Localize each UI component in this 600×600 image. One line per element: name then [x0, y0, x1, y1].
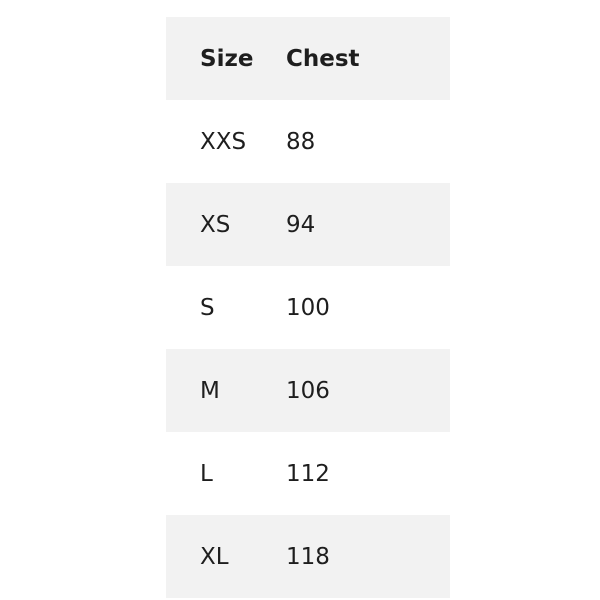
- header-chest: Chest: [286, 45, 360, 72]
- size-cell: L: [200, 460, 213, 487]
- size-cell: S: [200, 294, 215, 321]
- table-header-row: Size Chest: [166, 17, 450, 100]
- table-row: S 100: [166, 266, 450, 349]
- size-cell: XL: [200, 543, 229, 570]
- size-cell: M: [200, 377, 220, 404]
- size-cell: XXS: [200, 128, 247, 155]
- header-size: Size: [200, 45, 254, 72]
- chest-cell: 94: [286, 211, 316, 238]
- table-row: XL 118: [166, 515, 450, 598]
- table-row: XXS 88: [166, 100, 450, 183]
- chest-cell: 112: [286, 460, 330, 487]
- chest-cell: 100: [286, 294, 330, 321]
- chest-cell: 88: [286, 128, 316, 155]
- chest-cell: 118: [286, 543, 330, 570]
- table-row: XS 94: [166, 183, 450, 266]
- chest-cell: 106: [286, 377, 330, 404]
- size-cell: XS: [200, 211, 231, 238]
- size-chart-table: Size Chest XXS 88 XS 94 S 100 M 106 L 11…: [166, 17, 450, 598]
- table-row: M 106: [166, 349, 450, 432]
- table-row: L 112: [166, 432, 450, 515]
